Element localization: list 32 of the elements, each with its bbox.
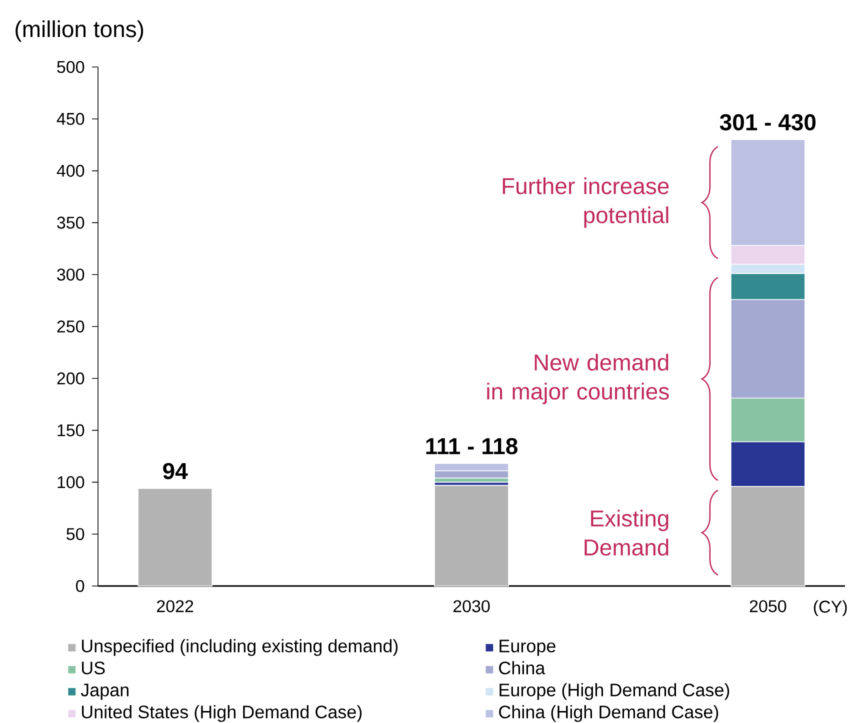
y-tick-label: 150 xyxy=(58,424,84,436)
legend-label: Unspecified (including existing demand) xyxy=(82,639,398,656)
x-tick-label: 2030 xyxy=(453,600,490,612)
legend-label: China (High Demand Case) xyxy=(499,705,718,722)
legend-label: Europe (High Demand Case) xyxy=(500,683,730,700)
y-tick-label: 500 xyxy=(57,60,84,74)
x-tick-label: 2022 xyxy=(157,600,194,612)
annotation: Existing Demand xyxy=(584,510,668,556)
y-tick-label: 450 xyxy=(56,112,84,125)
y-tick-label: 200 xyxy=(57,372,84,384)
bar xyxy=(138,488,212,586)
y-tick-label: 400 xyxy=(56,164,84,177)
y-tick-label: 300 xyxy=(57,268,84,281)
x-axis-title: (CY) xyxy=(814,600,847,616)
total-label: 111 - 118 xyxy=(426,438,518,454)
total-label: 301 - 430 xyxy=(720,114,816,130)
annotation: New demand in major countries xyxy=(487,354,669,404)
y-tick-label: 100 xyxy=(58,476,84,488)
legend-label: Europe xyxy=(500,640,556,656)
annotation: Further increase potential xyxy=(502,177,669,228)
total-label: 94 xyxy=(163,462,188,480)
y-axis-title: (million tons) xyxy=(16,20,144,42)
y-tick-label: 350 xyxy=(57,216,84,229)
legend-label: United States (High Demand Case) xyxy=(82,705,362,722)
x-tick-label: 2050 xyxy=(750,600,786,612)
y-tick-label: 50 xyxy=(66,528,84,540)
y-tick-label: 0 xyxy=(76,580,84,592)
legend-label: China xyxy=(499,661,546,674)
y-tick-label: 250 xyxy=(57,320,84,333)
bar xyxy=(434,484,509,586)
legend-label: Japan xyxy=(80,684,128,700)
legend-label: US xyxy=(82,662,105,674)
